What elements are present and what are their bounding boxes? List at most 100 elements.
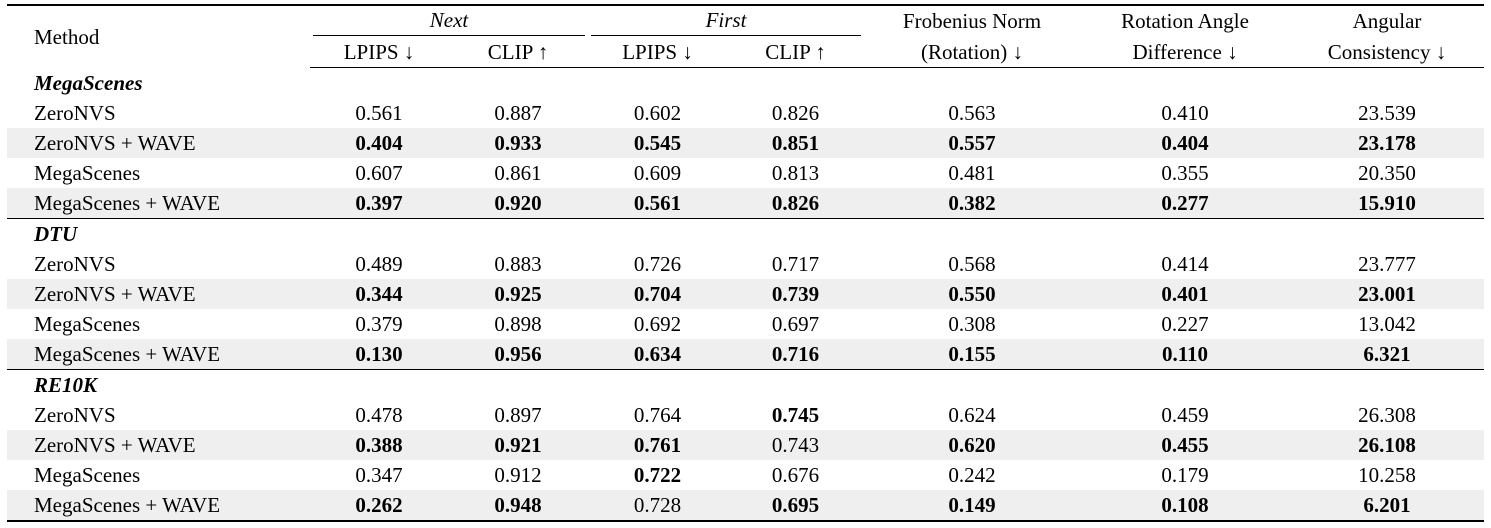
method-cell: ZeroNVS [34, 101, 116, 125]
metric-header: Rotation Angle [1121, 9, 1249, 33]
value-cell: 0.382 [864, 188, 1081, 219]
value-cell: 0.897 [494, 403, 542, 427]
data-row: MegaScenes + WAVE 0.397 0.920 0.561 0.826 0.3… [7, 188, 1485, 219]
value-cell: 0.761 [588, 430, 728, 460]
data-row: ZeroNVS 0.478 0.897 0.764 0.745 0.624 0.459 26.… [7, 400, 1484, 430]
value-cell: 23.539 [1358, 101, 1416, 125]
value-cell: 0.130 [310, 339, 448, 370]
method-cell: ZeroNVS + WAVE [7, 128, 310, 158]
value-cell: 0.108 [1080, 490, 1291, 521]
value-cell: 26.108 [1290, 430, 1485, 460]
value-cell: 0.262 [310, 490, 448, 521]
value-cell: 0.695 [727, 490, 865, 521]
value-cell: 15.910 [1290, 188, 1485, 219]
value-cell: 6.201 [1290, 490, 1485, 521]
value-cell: 0.887 [494, 101, 542, 125]
value-cell: 0.920 [448, 188, 589, 219]
method-cell: ZeroNVS + WAVE [7, 279, 310, 309]
value-cell: 0.925 [448, 279, 589, 309]
value-cell: 0.826 [727, 188, 865, 219]
subcolumn-header: LPIPS ↓ [588, 36, 728, 68]
value-cell: 0.717 [771, 252, 820, 276]
value-cell: 0.227 [1161, 312, 1209, 336]
method-cell: MegaScenes + WAVE [7, 490, 310, 521]
results-table: Method Next First Frobenius Norm Rotatio… [7, 4, 1485, 522]
value-cell: 0.347 [355, 463, 403, 487]
metric-header: Angular [1352, 9, 1422, 33]
value-cell: 0.764 [633, 403, 682, 427]
value-cell: 0.826 [771, 101, 820, 125]
data-row: ZeroNVS + WAVE 0.404 0.933 0.545 0.851 0.557 0… [7, 128, 1485, 158]
value-cell: 0.620 [864, 430, 1081, 460]
value-cell: 0.478 [355, 403, 403, 427]
section-row: DTU [7, 218, 1485, 249]
data-row: ZeroNVS 0.489 0.883 0.726 0.717 0.568 0.414 23.… [7, 249, 1484, 279]
value-cell: 0.404 [310, 128, 448, 158]
metric-header: Frobenius Norm [902, 9, 1042, 33]
value-cell: 20.350 [1358, 161, 1416, 185]
value-cell: 0.344 [310, 279, 448, 309]
value-cell: 0.728 [588, 490, 728, 521]
value-cell: 0.179 [1161, 463, 1209, 487]
value-cell: 0.481 [948, 161, 996, 185]
value-cell: 0.308 [948, 312, 996, 336]
value-cell: 0.561 [355, 101, 403, 125]
value-cell: 0.242 [948, 463, 996, 487]
metric-header: Difference ↓ [1080, 36, 1291, 68]
data-row: MegaScenes + WAVE 0.130 0.956 0.634 0.716 0.1… [7, 339, 1485, 370]
section-label: MegaScenes [34, 71, 143, 95]
group-label: Next [313, 6, 586, 36]
section-label: RE10K [7, 369, 1485, 400]
value-cell: 0.861 [494, 161, 542, 185]
value-cell: 0.568 [948, 252, 996, 276]
value-cell: 26.308 [1358, 403, 1416, 427]
value-cell: 0.743 [727, 430, 865, 460]
value-cell: 0.948 [448, 490, 589, 521]
value-cell: 0.557 [864, 128, 1081, 158]
value-cell: 0.277 [1080, 188, 1291, 219]
value-cell: 0.355 [1161, 161, 1209, 185]
method-cell: ZeroNVS [34, 252, 116, 276]
data-row: MegaScenes 0.607 0.861 0.609 0.813 0.481 0.355… [7, 158, 1484, 188]
data-row: ZeroNVS 0.561 0.887 0.602 0.826 0.563 0.410 23.… [7, 98, 1484, 128]
table-body: MegaScenes ZeroNVS 0.561 0.887 0.602 0.826 0.5… [7, 68, 1485, 521]
data-row: MegaScenes + WAVE 0.262 0.948 0.728 0.695 0.1… [7, 490, 1485, 521]
value-cell: 0.489 [355, 252, 403, 276]
value-cell: 0.726 [633, 252, 682, 276]
data-row: ZeroNVS + WAVE 0.388 0.921 0.761 0.743 0.620 0… [7, 430, 1485, 460]
value-cell: 0.912 [494, 463, 542, 487]
data-row: ZeroNVS + WAVE 0.344 0.925 0.704 0.739 0.550 0… [7, 279, 1485, 309]
value-cell: 0.110 [1080, 339, 1291, 370]
value-cell: 0.410 [1161, 101, 1209, 125]
subcolumn-header: CLIP ↑ [448, 36, 589, 68]
group-header: Next [310, 5, 588, 36]
value-cell: 0.609 [633, 161, 682, 185]
value-cell: 23.001 [1290, 279, 1485, 309]
group-label: First [591, 6, 862, 36]
value-cell: 0.545 [588, 128, 728, 158]
data-row: MegaScenes 0.347 0.912 0.722 0.676 0.242 0.179… [7, 460, 1484, 490]
value-cell: 0.561 [588, 188, 728, 219]
value-cell: 10.258 [1358, 463, 1416, 487]
value-cell: 0.851 [727, 128, 865, 158]
value-cell: 0.563 [948, 101, 996, 125]
method-cell: MegaScenes [34, 161, 141, 185]
value-cell: 0.722 [633, 463, 682, 487]
value-cell: 0.739 [727, 279, 865, 309]
group-header: First [588, 5, 864, 36]
method-cell: MegaScenes [34, 463, 141, 487]
value-cell: 6.321 [1290, 339, 1485, 370]
subcolumn-header: CLIP ↑ [727, 36, 865, 68]
value-cell: 0.921 [448, 430, 589, 460]
value-cell: 0.607 [355, 161, 403, 185]
value-cell: 0.397 [310, 188, 448, 219]
value-cell: 0.550 [864, 279, 1081, 309]
method-cell: MegaScenes + WAVE [7, 339, 310, 370]
header-row: Method Next First Frobenius Norm Rotatio… [7, 5, 1484, 49]
value-cell: 0.704 [588, 279, 728, 309]
value-cell: 0.149 [864, 490, 1081, 521]
subcolumn-header: LPIPS ↓ [310, 36, 448, 68]
value-cell: 0.933 [448, 128, 589, 158]
method-cell: MegaScenes [34, 312, 141, 336]
value-cell: 0.388 [310, 430, 448, 460]
